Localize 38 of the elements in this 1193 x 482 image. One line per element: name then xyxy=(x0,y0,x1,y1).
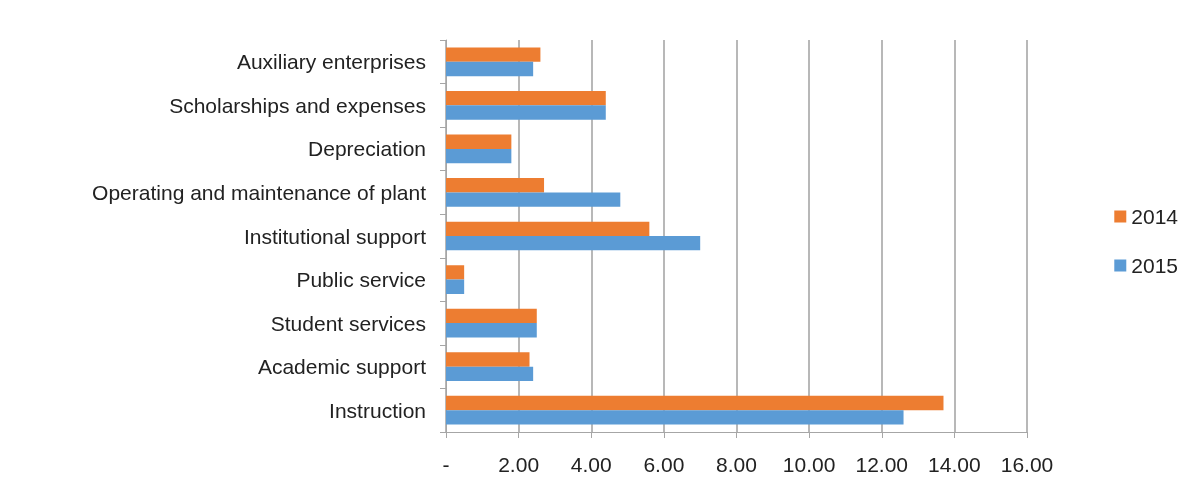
bar xyxy=(446,308,537,324)
bar xyxy=(446,221,650,236)
x-tick-label: 4.00 xyxy=(570,453,612,476)
y-tick-label: Public service xyxy=(296,268,426,292)
bar xyxy=(446,47,541,62)
bar xyxy=(446,265,465,280)
bar xyxy=(446,90,606,106)
y-tick-label: Scholarships and expenses xyxy=(169,93,426,117)
x-tick-label: 12.00 xyxy=(855,453,909,476)
x-tick-label: 14.00 xyxy=(928,453,981,476)
x-tick-label: 2.00 xyxy=(498,453,540,476)
bar xyxy=(446,236,701,251)
bar xyxy=(446,178,545,193)
y-tick-label: Operating and maintenance of plant xyxy=(92,180,427,204)
x-tick-label: 10.00 xyxy=(782,453,836,476)
bar xyxy=(446,192,621,207)
y-tick-label: Instruction xyxy=(329,398,426,422)
bar xyxy=(446,410,904,425)
legend-label: 2014 xyxy=(1131,205,1179,228)
bar xyxy=(446,352,530,367)
bar xyxy=(446,366,534,382)
x-tick-label: 6.00 xyxy=(643,453,685,476)
bar xyxy=(446,279,465,294)
bar xyxy=(446,148,512,164)
bar xyxy=(446,134,512,149)
y-tick-label: Academic support xyxy=(257,355,427,379)
bar xyxy=(446,323,537,338)
y-tick-label: Depreciation xyxy=(308,137,426,161)
bar xyxy=(446,105,606,120)
x-tick-label: 8.00 xyxy=(716,453,757,476)
x-tick-label: 16.00 xyxy=(1000,453,1054,476)
x-tick-label: - xyxy=(442,453,450,476)
bar xyxy=(446,395,944,411)
y-tick-label: Student services xyxy=(270,311,426,335)
bar xyxy=(446,61,534,77)
legend-label: 2015 xyxy=(1131,254,1178,277)
y-tick-label: Institutional support xyxy=(243,224,427,248)
y-tick-label: Auxiliary enterprises xyxy=(236,50,426,74)
